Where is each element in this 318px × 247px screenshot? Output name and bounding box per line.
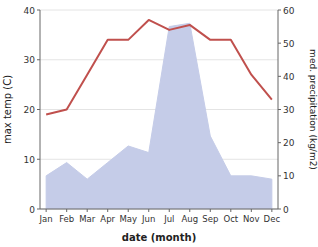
- y2-tick: [278, 43, 281, 44]
- y2-tick: [278, 109, 281, 110]
- y2-tick-label: 0: [283, 205, 289, 215]
- x-tick: [271, 209, 272, 212]
- y2-tick: [278, 10, 281, 11]
- y-tick-label: 40: [24, 6, 36, 16]
- y2-tick-label: 10: [283, 171, 295, 181]
- x-tick-label: Sep: [202, 214, 218, 224]
- x-tick-label: Jun: [141, 214, 155, 224]
- x-tick: [46, 209, 47, 212]
- x-tick: [128, 209, 129, 212]
- x-tick: [107, 209, 108, 212]
- temp-line: [46, 20, 272, 115]
- x-tick: [251, 209, 252, 212]
- y-tick: [37, 209, 40, 210]
- x-tick-label: Oct: [223, 214, 238, 224]
- x-tick-label: May: [119, 214, 137, 224]
- y2-tick-label: 50: [283, 39, 295, 49]
- y2-tick-label: 60: [283, 6, 295, 16]
- x-tick-label: Mar: [79, 214, 96, 224]
- x-tick-label: Feb: [59, 214, 74, 224]
- y2-tick-label: 20: [283, 138, 295, 148]
- y2-tick-label: 40: [283, 72, 295, 82]
- x-tick-label: Nov: [243, 214, 260, 224]
- x-tick: [66, 209, 67, 212]
- x-axis-line: [40, 209, 278, 210]
- y-tick: [37, 159, 40, 160]
- x-tick-label: Jul: [163, 214, 174, 224]
- y2-tick: [278, 209, 281, 210]
- y-axis-label: max temp (C): [2, 75, 13, 144]
- x-tick-label: Dec: [264, 214, 281, 224]
- grid-line: [40, 209, 278, 210]
- y2-axis-label: med. precipitation (kg/m2): [308, 49, 318, 170]
- y2-tick: [278, 76, 281, 77]
- y-tick-label: 30: [24, 55, 36, 65]
- x-tick: [189, 209, 190, 212]
- x-tick-label: Aug: [181, 214, 198, 224]
- x-tick: [230, 209, 231, 212]
- x-tick-label: Apr: [100, 214, 115, 224]
- grid-line: [40, 10, 278, 11]
- x-tick-label: Jan: [39, 214, 53, 224]
- y-tick: [37, 109, 40, 110]
- y2-tick-label: 30: [283, 105, 295, 115]
- y-tick-label: 10: [24, 155, 36, 165]
- x-tick: [169, 209, 170, 212]
- y2-tick: [278, 175, 281, 176]
- y-tick: [37, 10, 40, 11]
- x-tick: [87, 209, 88, 212]
- y-tick-label: 20: [24, 105, 36, 115]
- x-tick: [148, 209, 149, 212]
- y2-tick: [278, 142, 281, 143]
- x-tick: [210, 209, 211, 212]
- y-tick: [37, 59, 40, 60]
- plot-area: [46, 20, 272, 209]
- x-axis-label: date (month): [122, 232, 196, 243]
- y-tick-label: 0: [29, 205, 35, 215]
